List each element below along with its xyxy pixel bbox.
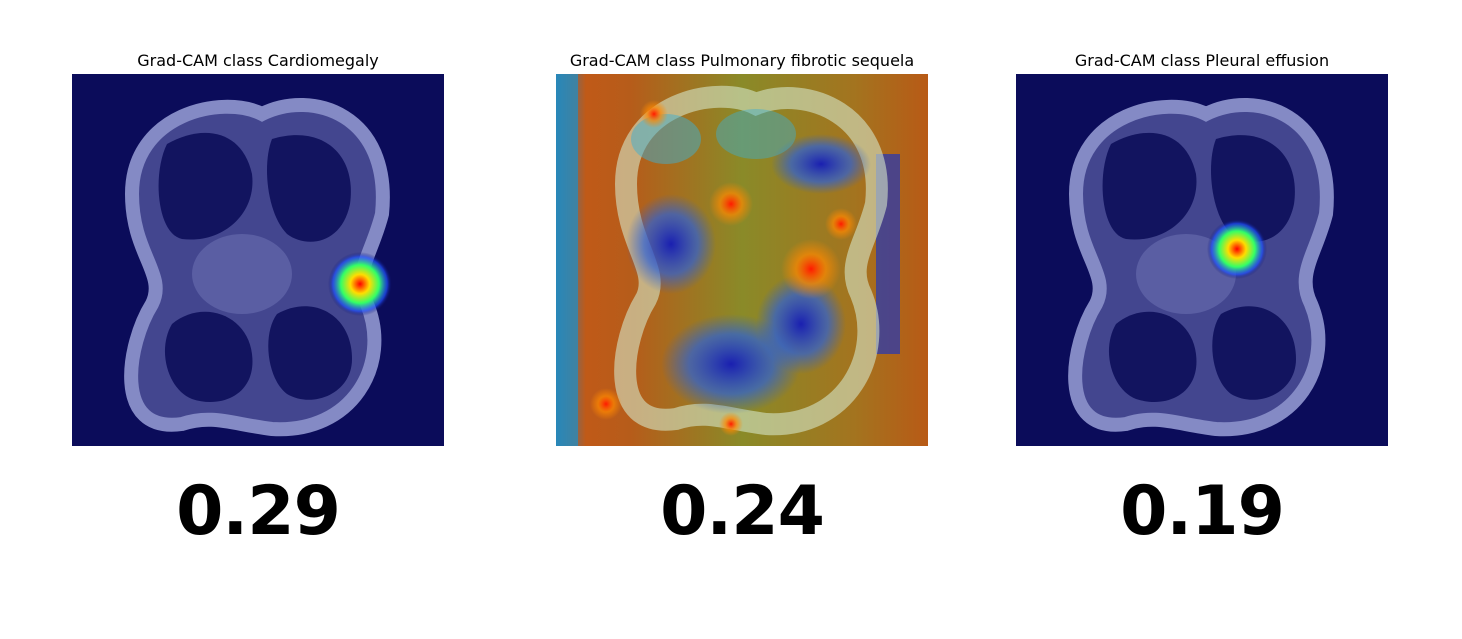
panel-title: Grad-CAM class Pulmonary fibrotic sequel… (569, 51, 915, 70)
class-score: 0.29 (176, 472, 341, 551)
panel-title: Grad-CAM class Cardiomegaly (137, 51, 379, 70)
class-score: 0.24 (660, 472, 825, 551)
ct-scan-heatmap-image (72, 74, 444, 446)
ct-scan-heatmap-image (556, 74, 928, 446)
class-score: 0.19 (1120, 472, 1285, 551)
panel-title: Grad-CAM class Pleural effusion (1074, 51, 1330, 70)
ct-scan-heatmap-image (1016, 74, 1388, 446)
